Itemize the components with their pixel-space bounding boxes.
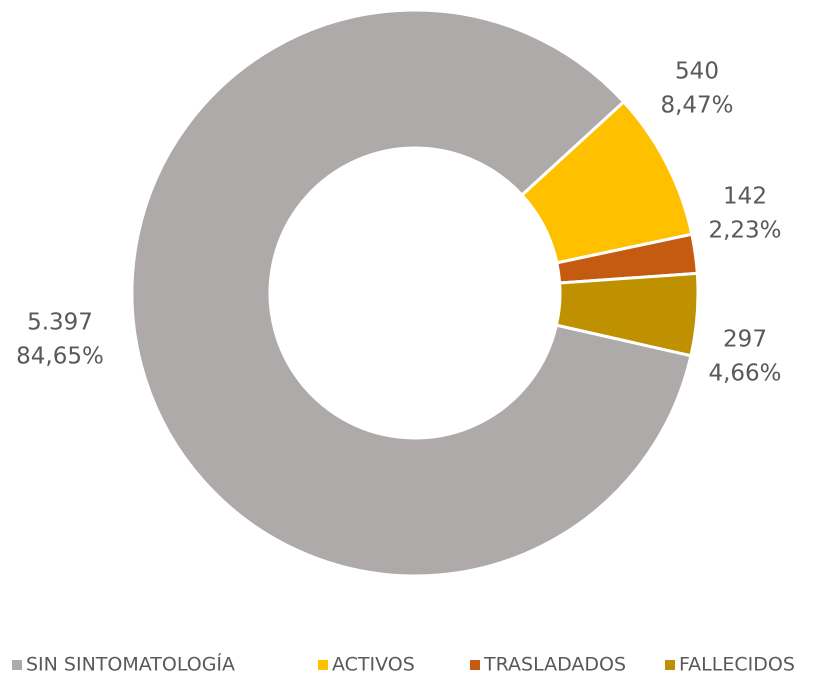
legend-label: TRASLADADOS [483,654,626,676]
percentage-label: 4,66% [708,361,781,387]
value-label: 297 [723,327,767,353]
percentage-label: 84,65% [16,344,104,370]
legend-swatch [665,660,675,670]
donut-slice [554,271,700,358]
percentage-label: 8,47% [660,93,733,119]
legend-swatch [12,660,22,670]
legend-label: ACTIVOS [332,654,415,676]
value-label: 142 [723,184,767,210]
percentage-label: 2,23% [708,218,781,244]
legend-swatch [470,660,480,670]
value-label: 5.397 [27,310,93,336]
legend-label: FALLECIDOS [679,654,795,676]
donut-slice [130,8,693,578]
value-label: 540 [675,59,719,85]
legend-swatch [318,660,328,670]
legend-label: SIN SINTOMATOLOGÍA [26,653,235,676]
